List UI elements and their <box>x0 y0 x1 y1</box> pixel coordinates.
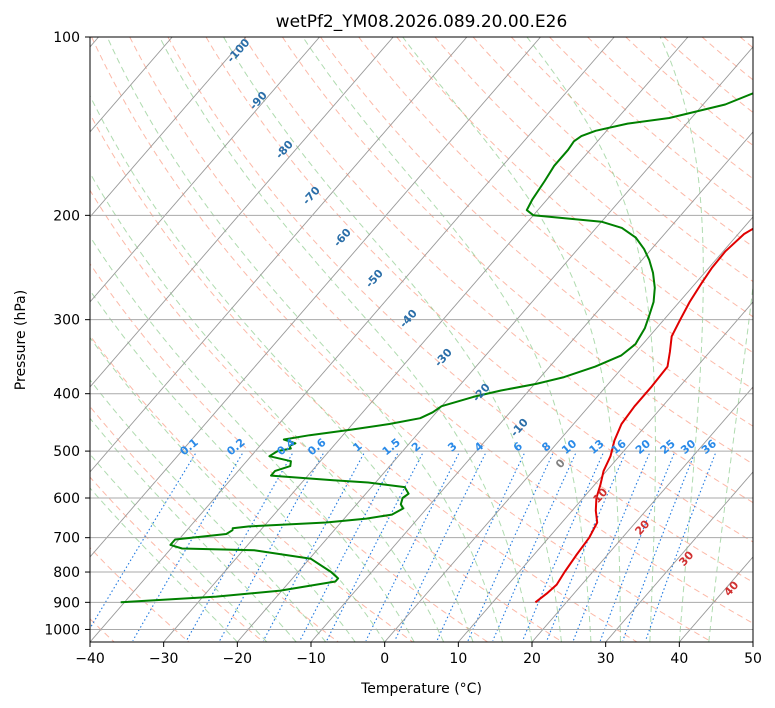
moist-adiabat-line <box>90 379 327 642</box>
x-tick-label: 40 <box>670 651 688 667</box>
dry-adiabat-line <box>90 476 264 642</box>
y-tick-label: 300 <box>53 313 80 329</box>
y-axis-label: Pressure (hPa) <box>13 290 29 390</box>
isotherm-line <box>90 37 247 218</box>
dry-adiabat-line <box>90 189 563 642</box>
y-tick-label: 700 <box>53 531 80 547</box>
moist-adiabat-line <box>90 453 268 642</box>
dry-adiabat-line <box>129 37 753 624</box>
isotherm-line <box>310 131 753 642</box>
isotherms <box>90 37 753 642</box>
mixing-ratio-line <box>262 453 365 642</box>
moist-adiabat-line <box>90 336 356 642</box>
x-tick-label: −30 <box>149 651 179 667</box>
moist-adiabat-line <box>708 281 753 642</box>
dry-adiabat-line <box>90 334 414 642</box>
mixing-ratio-line <box>622 453 696 641</box>
axes: −40 −30 −20 −10 0 10 20 30 40 50 100 200 300 400 500 60… <box>44 30 762 667</box>
x-tick-label: −20 <box>223 651 253 667</box>
moist-adiabat-line <box>223 37 562 642</box>
isotherm-line <box>90 37 468 473</box>
dewpoint-trace <box>120 92 753 604</box>
mixing-ratio-line <box>572 453 650 641</box>
plot-frame <box>89 36 754 643</box>
dry-adiabat-line <box>243 37 753 504</box>
x-tick-label: 20 <box>523 651 541 667</box>
y-tick-label: 800 <box>53 565 80 581</box>
x-axis-label: Temperature (°C) <box>360 681 482 697</box>
moist-adiabat-line <box>90 94 474 642</box>
y-tick-label: 400 <box>53 387 80 403</box>
dry-adiabat-line <box>91 37 712 642</box>
y-tick-label: 1000 <box>44 622 80 638</box>
moist-adiabat-line <box>526 37 656 642</box>
dry-adiabat-line <box>90 263 488 642</box>
dry-adiabat-line <box>90 405 339 642</box>
x-tick-label: −10 <box>296 651 326 667</box>
x-tick-label: 0 <box>380 651 389 667</box>
dry-adiabat-line <box>90 112 638 642</box>
dry-adiabat-line <box>358 37 753 390</box>
y-tick-label: 500 <box>53 444 80 460</box>
x-tick-label: 10 <box>449 651 467 667</box>
isotherm-line <box>90 37 541 558</box>
mixing-ratio-line <box>645 453 716 641</box>
y-tick-label: 900 <box>53 595 80 611</box>
moist-adiabat-line <box>302 37 592 642</box>
dry-adiabat-line <box>167 37 753 583</box>
isotherm-line <box>531 386 753 642</box>
moist-adiabat-line <box>90 289 386 642</box>
mixing-ratio-line <box>599 453 675 641</box>
plot-area <box>90 37 753 642</box>
x-tick-label: 30 <box>597 651 615 667</box>
y-tick-label: 600 <box>53 491 80 507</box>
moist-adiabat-line <box>159 37 533 642</box>
isotherm-line <box>457 301 753 642</box>
mixing-ratio-line <box>467 453 554 642</box>
x-tick-label: 50 <box>744 651 762 667</box>
mixing-ratio-line <box>522 453 604 642</box>
y-tick-label: 100 <box>53 30 80 46</box>
mixing-ratio-line <box>326 453 423 642</box>
isotherm-line <box>90 37 615 642</box>
moist-adiabat-line <box>402 37 621 642</box>
moist-adiabats <box>90 37 753 642</box>
isotherm-line <box>236 46 753 642</box>
isotherm-line <box>90 37 394 388</box>
chart-title: wetPf2_YM08.2026.089.20.00.E26 <box>276 12 568 32</box>
temperature-trace <box>534 227 753 604</box>
mixing-ratio-line <box>186 453 293 642</box>
mixing-ratio-line <box>90 453 196 630</box>
dry-adiabat-line <box>396 37 753 354</box>
moist-adiabat-line <box>90 417 297 642</box>
sounding-traces <box>120 92 753 604</box>
mixing-ratio-line <box>132 453 243 642</box>
mixing-ratio-line <box>299 453 399 642</box>
x-tick-label: −40 <box>75 651 105 667</box>
y-tick-label: 200 <box>53 208 80 224</box>
mixing-ratio-line <box>219 453 324 642</box>
isotherm-line <box>163 37 689 642</box>
isotherm-line <box>384 216 753 642</box>
isotherm-line <box>605 471 753 642</box>
isotherm-line <box>90 37 320 303</box>
mixing-ratio-line <box>436 453 525 642</box>
moist-adiabat-line <box>106 37 503 642</box>
